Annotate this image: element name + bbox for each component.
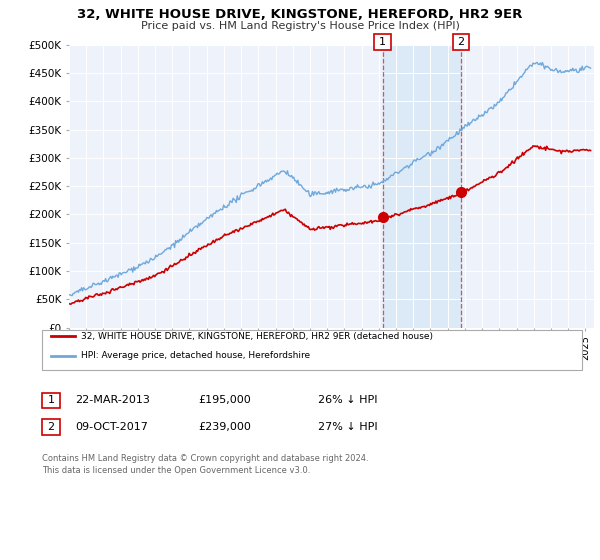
Text: Price paid vs. HM Land Registry's House Price Index (HPI): Price paid vs. HM Land Registry's House … — [140, 21, 460, 31]
Text: This data is licensed under the Open Government Licence v3.0.: This data is licensed under the Open Gov… — [42, 466, 310, 475]
Text: 22-MAR-2013: 22-MAR-2013 — [75, 395, 150, 405]
Text: £195,000: £195,000 — [198, 395, 251, 405]
Text: 27% ↓ HPI: 27% ↓ HPI — [318, 422, 377, 432]
Text: 26% ↓ HPI: 26% ↓ HPI — [318, 395, 377, 405]
Text: 09-OCT-2017: 09-OCT-2017 — [75, 422, 148, 432]
Text: 32, WHITE HOUSE DRIVE, KINGSTONE, HEREFORD, HR2 9ER (detached house): 32, WHITE HOUSE DRIVE, KINGSTONE, HEREFO… — [81, 332, 433, 340]
Text: 2: 2 — [457, 37, 464, 47]
Text: HPI: Average price, detached house, Herefordshire: HPI: Average price, detached house, Here… — [81, 351, 310, 360]
Text: 32, WHITE HOUSE DRIVE, KINGSTONE, HEREFORD, HR2 9ER: 32, WHITE HOUSE DRIVE, KINGSTONE, HEREFO… — [77, 8, 523, 21]
Text: 2: 2 — [47, 422, 55, 432]
Text: Contains HM Land Registry data © Crown copyright and database right 2024.: Contains HM Land Registry data © Crown c… — [42, 454, 368, 463]
Text: 1: 1 — [379, 37, 386, 47]
Bar — [383, 45, 461, 328]
Text: 1: 1 — [47, 395, 55, 405]
Text: £239,000: £239,000 — [198, 422, 251, 432]
